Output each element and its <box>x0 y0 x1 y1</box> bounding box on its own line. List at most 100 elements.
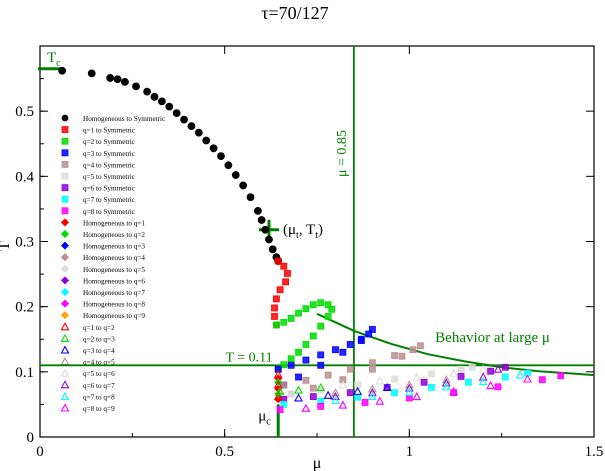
data-point <box>317 299 325 307</box>
horizontal-line-label: T = 0.11 <box>225 350 272 365</box>
legend-entry: q=5 to Symmetric <box>61 172 135 181</box>
data-point <box>331 391 340 401</box>
legend-marker <box>61 114 69 122</box>
data-point <box>391 389 398 397</box>
data-point <box>217 152 225 161</box>
x-tick-label: 1 <box>406 444 414 460</box>
data-point <box>202 136 211 145</box>
legend-entry: q=2 to Symmetric <box>61 137 135 146</box>
data-point <box>301 403 311 412</box>
legend-label: Homogeneous to q=3 <box>83 243 145 251</box>
y-tick-label: 0.2 <box>15 300 34 316</box>
legend-marker <box>61 184 69 192</box>
data-point <box>157 97 166 106</box>
legend-marker <box>60 276 70 285</box>
legend-label: q=1 to q=2 <box>83 324 115 332</box>
legend-label: q=2 to Symmetric <box>83 138 135 146</box>
data-point <box>457 365 465 373</box>
data-point <box>338 400 348 409</box>
data-point <box>317 351 325 359</box>
legend-marker <box>61 172 69 180</box>
data-point <box>246 193 255 202</box>
legend-entry: Homogeneous to q=3 <box>60 241 145 251</box>
data-point <box>150 92 159 101</box>
data-point <box>280 401 288 408</box>
data-point <box>412 391 422 401</box>
legend-label: q=5 to q=6 <box>83 370 115 378</box>
data-point <box>368 326 376 333</box>
legend-entry: Homogeneous to q=5 <box>60 264 145 274</box>
data-point <box>501 373 509 381</box>
data-point <box>323 390 333 399</box>
data-point <box>361 399 369 406</box>
legend-label: Homogeneous to q=5 <box>83 266 145 274</box>
x-tick-label: 0.5 <box>215 444 234 460</box>
data-point <box>368 359 376 367</box>
data-point <box>494 383 502 391</box>
legend-marker <box>60 241 70 250</box>
data-point <box>224 161 233 170</box>
legend-marker <box>61 137 69 145</box>
data-point <box>143 87 152 96</box>
data-point <box>294 393 303 402</box>
data-point <box>428 384 435 391</box>
legend-label: q=2 to q=3 <box>83 335 115 343</box>
legend-entry: q=1 to Symmetric <box>61 126 135 135</box>
y-tick-label: 0 <box>27 430 35 446</box>
data-point <box>409 346 417 354</box>
overlay-lines: μ = 0.85 T = 0.11 Behavior at large μ <box>38 46 595 437</box>
data-point <box>165 102 174 111</box>
legend-marker <box>60 287 70 297</box>
legend-marker <box>60 345 70 354</box>
tc-label-sub: c <box>56 58 61 69</box>
data-point <box>316 382 326 392</box>
data-point <box>287 390 295 398</box>
legend-label: Homogeneous to Symmetric <box>83 115 165 123</box>
legend-entry: Homogeneous to Symmetric <box>61 114 165 123</box>
data-point <box>353 386 363 395</box>
data-point <box>295 309 302 317</box>
mu-c-label: μc <box>258 409 271 428</box>
legend-label: q=7 to q=8 <box>83 393 115 401</box>
data-point <box>302 341 310 348</box>
data-point <box>309 301 317 309</box>
legend-marker <box>60 218 70 227</box>
data-point <box>365 330 373 338</box>
data-point <box>271 304 278 312</box>
data-point <box>368 365 376 373</box>
legend-entry: q=6 to q=7 <box>60 380 115 390</box>
data-point <box>441 378 451 387</box>
tc-label-main: T <box>47 50 56 66</box>
y-tick-label: 0.4 <box>15 169 34 185</box>
data-point <box>375 376 385 385</box>
data-point <box>417 342 424 350</box>
legend-marker <box>61 160 69 168</box>
legend-label: Homogeneous to q=9 <box>83 312 145 320</box>
legend-entry: q=4 to Symmetric <box>61 160 135 169</box>
data-point <box>486 380 496 390</box>
data-point <box>302 356 310 364</box>
data-point <box>449 386 459 395</box>
data-point <box>272 295 280 303</box>
data-point <box>280 262 288 270</box>
data-point <box>280 318 288 326</box>
legend-marker <box>60 311 70 320</box>
data-point <box>538 376 546 384</box>
legend-marker <box>60 368 70 377</box>
data-point <box>274 365 282 373</box>
legend-label: q=8 to Symmetric <box>83 208 135 216</box>
triple-point-label-part: ) <box>318 222 323 238</box>
data-point <box>317 361 325 369</box>
data-point <box>187 122 196 131</box>
legend-label: Homogeneous to q=4 <box>83 254 145 262</box>
data-point <box>332 346 339 354</box>
data-point <box>287 314 295 322</box>
legend-label: q=3 to q=4 <box>83 347 115 355</box>
legend-marker <box>61 207 69 215</box>
data-point <box>391 375 398 383</box>
legend-entry: Homogeneous to q=6 <box>60 276 145 285</box>
legend-marker <box>60 356 70 366</box>
data-point <box>557 372 565 380</box>
